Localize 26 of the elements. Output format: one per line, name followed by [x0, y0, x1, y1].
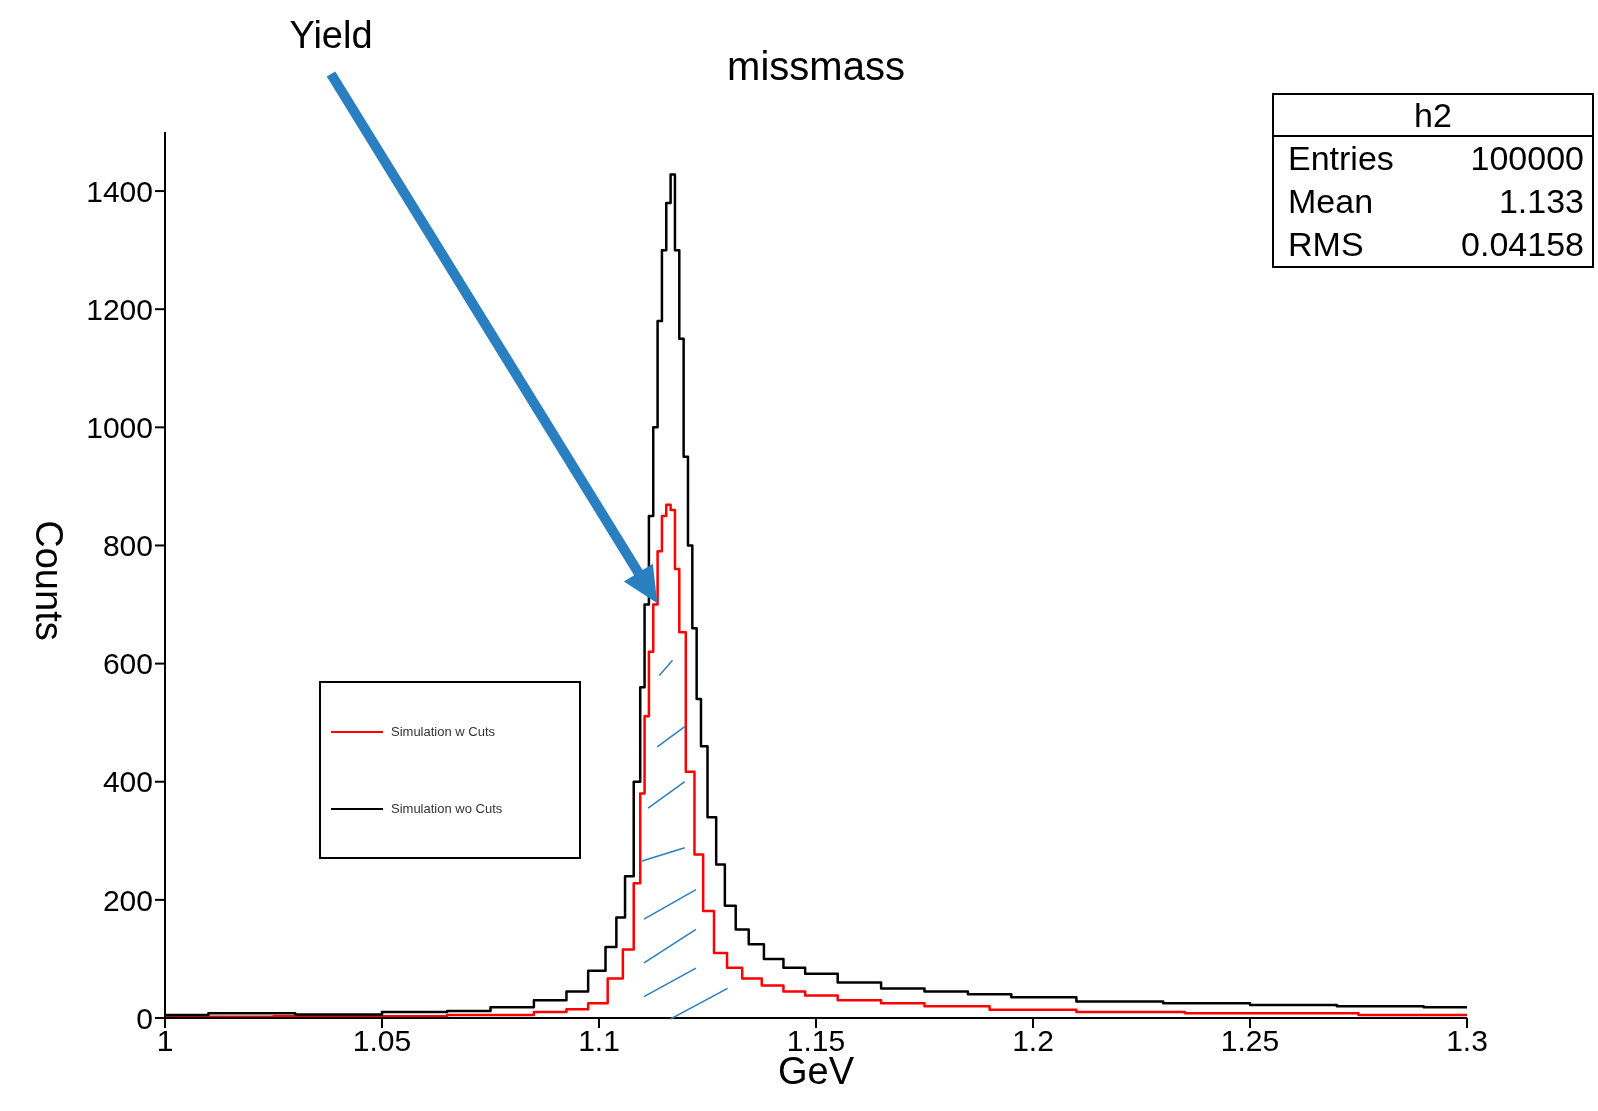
- y-tick-label: 200: [102, 883, 153, 917]
- annotation: h2: [1274, 95, 1592, 137]
- annotation: Entries: [1288, 138, 1394, 179]
- x-tick-label: 1.05: [352, 1024, 412, 1058]
- annotation: 0.04158: [1461, 224, 1584, 265]
- y-tick-label: 800: [102, 529, 153, 563]
- x-tick-label: 1.2: [1012, 1024, 1054, 1058]
- y-tick-label: 0: [136, 1001, 153, 1035]
- annotation: RMS: [1288, 224, 1364, 265]
- x-tick-label: 1.25: [1220, 1024, 1280, 1058]
- legend-label: Simulation wo Cuts: [391, 801, 503, 816]
- text: 1.133: [1498, 181, 1584, 222]
- y-tick-label: 400: [102, 765, 153, 799]
- y-tick-label: 1000: [86, 410, 153, 444]
- legend-label: Simulation w Cuts: [391, 724, 496, 739]
- y-tick-label: 1200: [86, 292, 153, 326]
- annotation: Mean: [1288, 181, 1374, 222]
- text: 100000: [1470, 138, 1584, 179]
- x-tick-label: 1.3: [1446, 1024, 1488, 1058]
- x-tick-label: 1.1: [578, 1024, 620, 1058]
- text: Yield: [289, 14, 373, 56]
- y-axis-title: Counts: [26, 519, 70, 643]
- chart-title: missmass: [727, 44, 905, 88]
- y-tick-label: 1400: [86, 174, 153, 208]
- x-tick-label: 1: [156, 1024, 174, 1058]
- y-tick-label: 600: [102, 647, 153, 681]
